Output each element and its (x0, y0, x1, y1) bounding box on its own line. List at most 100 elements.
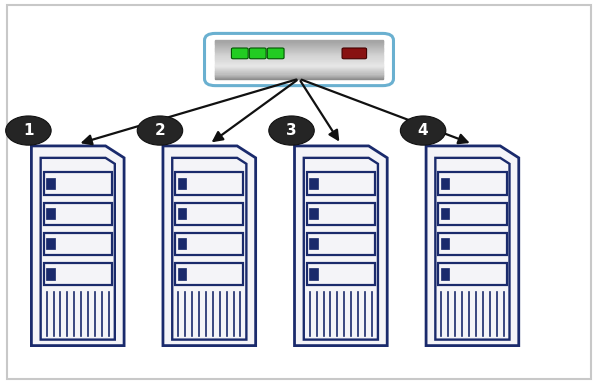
Bar (215, 76, 383, 77)
Bar (215, 63, 383, 64)
Bar (310, 238, 318, 249)
Bar (215, 53, 383, 54)
Bar (215, 68, 383, 69)
Bar (47, 208, 54, 219)
Text: 2: 2 (155, 123, 165, 138)
Bar (215, 67, 383, 68)
Bar (215, 50, 383, 51)
Bar (215, 52, 383, 53)
Bar (438, 233, 507, 255)
Bar (215, 57, 383, 58)
Bar (215, 46, 383, 47)
FancyBboxPatch shape (249, 48, 266, 59)
Bar (44, 202, 112, 225)
Circle shape (6, 116, 51, 145)
Bar (307, 263, 375, 285)
Bar (215, 61, 383, 62)
Bar (438, 172, 507, 195)
Bar (441, 238, 449, 249)
Bar (215, 45, 383, 46)
Bar (215, 64, 383, 65)
Bar (44, 172, 112, 195)
Bar (215, 75, 383, 76)
Bar (178, 178, 186, 189)
Bar (215, 46, 383, 47)
Bar (175, 202, 243, 225)
Polygon shape (426, 146, 518, 346)
Bar (215, 54, 383, 55)
Bar (441, 208, 449, 219)
FancyBboxPatch shape (231, 48, 248, 59)
Bar (175, 263, 243, 285)
Bar (175, 172, 243, 195)
Bar (215, 66, 383, 67)
Bar (215, 55, 383, 56)
Circle shape (269, 116, 315, 145)
Bar (47, 178, 54, 189)
Bar (441, 178, 449, 189)
Bar (44, 263, 112, 285)
Bar (215, 54, 383, 55)
Bar (310, 178, 318, 189)
Polygon shape (32, 146, 124, 346)
Bar (215, 74, 383, 75)
Bar (215, 42, 383, 43)
Bar (438, 202, 507, 225)
Bar (215, 48, 383, 49)
Bar (215, 50, 383, 51)
Bar (215, 65, 383, 66)
Circle shape (401, 116, 446, 145)
Bar (47, 268, 54, 280)
Polygon shape (172, 158, 246, 339)
Bar (215, 72, 383, 73)
Bar (178, 208, 186, 219)
Bar (215, 47, 383, 48)
Bar (44, 233, 112, 255)
Bar (215, 48, 383, 49)
Bar (215, 73, 383, 74)
Bar (310, 268, 318, 280)
Bar (215, 78, 383, 79)
Bar (215, 71, 383, 72)
FancyBboxPatch shape (342, 48, 367, 59)
Bar (215, 75, 383, 76)
Bar (215, 44, 383, 45)
Polygon shape (304, 158, 378, 339)
Bar (441, 268, 449, 280)
Circle shape (137, 116, 182, 145)
Bar (47, 238, 54, 249)
Bar (310, 208, 318, 219)
Bar (307, 172, 375, 195)
Bar (307, 233, 375, 255)
Bar (178, 238, 186, 249)
Bar (215, 41, 383, 42)
Polygon shape (41, 158, 115, 339)
Polygon shape (435, 158, 509, 339)
Bar (438, 263, 507, 285)
Text: 4: 4 (418, 123, 428, 138)
Polygon shape (294, 146, 388, 346)
Bar (215, 51, 383, 52)
Bar (215, 49, 383, 50)
Bar (215, 59, 383, 60)
Bar (215, 56, 383, 57)
Bar (215, 62, 383, 63)
Bar (215, 52, 383, 53)
Bar (215, 70, 383, 71)
Bar (215, 43, 383, 44)
Bar (215, 58, 383, 59)
Bar (215, 60, 383, 61)
Polygon shape (163, 146, 255, 346)
Bar (215, 77, 383, 78)
Bar (215, 73, 383, 74)
Bar (215, 71, 383, 72)
FancyBboxPatch shape (267, 48, 284, 59)
Bar (215, 77, 383, 78)
Bar (215, 69, 383, 70)
Bar (175, 233, 243, 255)
Bar (178, 268, 186, 280)
Text: 3: 3 (286, 123, 297, 138)
Bar (215, 40, 383, 41)
Bar (307, 202, 375, 225)
Text: 1: 1 (23, 123, 33, 138)
